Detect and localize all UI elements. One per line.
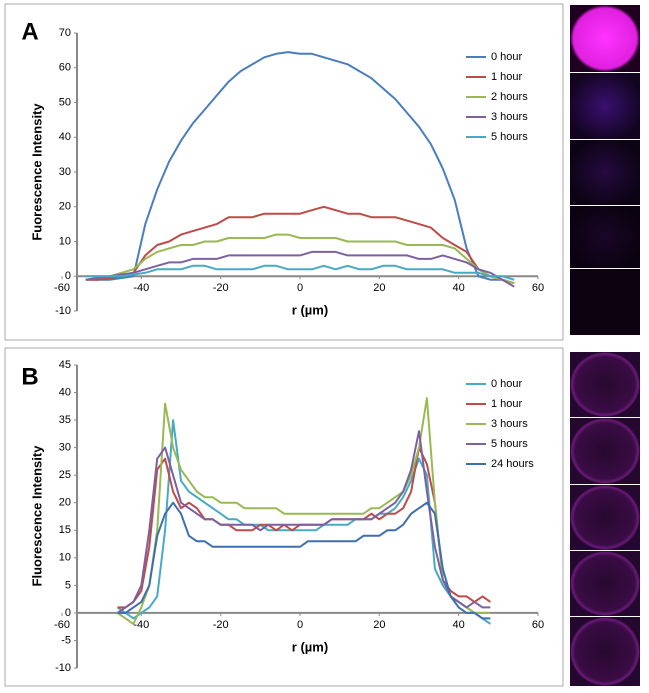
image-strip — [570, 352, 640, 686]
y-axis-title: Fuorescence Intensity — [29, 103, 44, 241]
legend-label: 2 hours — [491, 91, 528, 103]
series-line — [116, 419, 491, 625]
y-axis-title: Fluorescence Intensity — [29, 445, 44, 587]
series-line — [85, 233, 515, 285]
series-line — [85, 250, 515, 288]
series-line — [85, 205, 515, 285]
x-axis-title: r (µm) — [292, 639, 328, 654]
y-tick-label: 35 — [59, 414, 71, 426]
x-axis-title: r (µm) — [292, 303, 328, 318]
x-tick-label: -40 — [133, 619, 149, 631]
x-tick-label: 40 — [453, 282, 465, 294]
y-tick-label: 70 — [59, 27, 71, 39]
panel-label: A — [21, 18, 38, 45]
x-tick-label: -60 — [54, 619, 70, 631]
y-tick-label: -10 — [55, 662, 71, 674]
y-tick-label: 60 — [59, 62, 71, 74]
x-tick-label: 60 — [532, 619, 544, 631]
y-tick-label: 0 — [65, 270, 71, 282]
x-tick-label: 60 — [532, 282, 544, 294]
panel-frame — [4, 347, 564, 687]
y-tick-label: 20 — [59, 497, 71, 509]
x-tick-label: -40 — [133, 282, 149, 294]
x-tick-label: -60 — [54, 282, 70, 294]
y-tick-label: 30 — [59, 166, 71, 178]
y-tick-label: 10 — [59, 552, 71, 564]
y-tick-label: 30 — [59, 442, 71, 454]
y-tick-label: 10 — [59, 235, 71, 247]
legend-label: 1 hour — [491, 398, 523, 410]
legend-label: 3 hours — [491, 418, 528, 430]
legend-label: 0 hour — [491, 51, 523, 63]
y-tick-label: 40 — [59, 131, 71, 143]
y-tick-label: -5 — [61, 634, 71, 646]
series-line — [116, 397, 491, 625]
y-tick-label: 5 — [65, 579, 71, 591]
y-tick-label: 15 — [59, 524, 71, 536]
x-tick-label: 20 — [373, 619, 385, 631]
legend-label: 24 hours — [491, 458, 534, 470]
y-tick-label: 25 — [59, 469, 71, 481]
x-tick-label: -20 — [213, 619, 229, 631]
legend-label: 1 hour — [491, 71, 523, 83]
x-tick-label: 20 — [373, 282, 385, 294]
legend-label: 5 hours — [491, 438, 528, 450]
legend-label: 5 hours — [491, 131, 528, 143]
series-line — [117, 501, 491, 620]
series-line — [85, 51, 515, 285]
y-tick-label: 50 — [59, 96, 71, 108]
y-tick-label: 20 — [59, 201, 71, 213]
x-tick-label: 0 — [297, 619, 303, 631]
y-tick-label: 40 — [59, 386, 71, 398]
series-line — [85, 264, 515, 281]
x-tick-label: 40 — [453, 619, 465, 631]
y-tick-label: -10 — [55, 305, 71, 317]
series-line — [116, 430, 491, 614]
legend-label: 3 hours — [491, 111, 528, 123]
panel-frame — [4, 3, 564, 341]
x-tick-label: 0 — [297, 282, 303, 294]
y-tick-label: 45 — [59, 359, 71, 371]
panel-label: B — [21, 363, 38, 390]
y-tick-label: 0 — [65, 607, 71, 619]
legend-label: 0 hour — [491, 378, 523, 390]
x-tick-label: -20 — [213, 282, 229, 294]
image-strip — [570, 5, 640, 335]
